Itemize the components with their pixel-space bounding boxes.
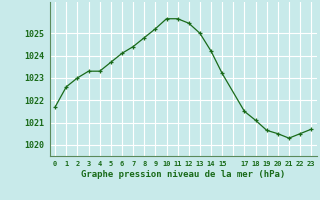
X-axis label: Graphe pression niveau de la mer (hPa): Graphe pression niveau de la mer (hPa) (81, 170, 285, 179)
